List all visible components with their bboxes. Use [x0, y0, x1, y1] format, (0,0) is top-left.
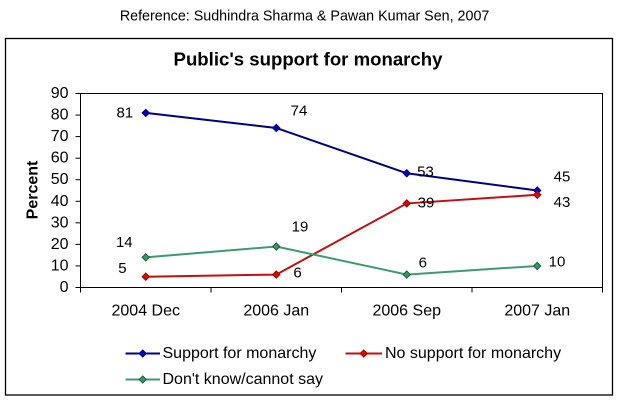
svg-text:Reference: Sudhindra Sharma &: Reference: Sudhindra Sharma & Pawan Kuma…	[120, 9, 490, 25]
svg-text:2006 Sep: 2006 Sep	[372, 303, 441, 320]
svg-text:20: 20	[51, 236, 69, 253]
svg-text:2007 Jan: 2007 Jan	[504, 303, 570, 320]
svg-text:60: 60	[51, 150, 69, 167]
svg-text:Public's support for monarchy: Public's support for monarchy	[174, 49, 444, 70]
svg-text:80: 80	[51, 107, 69, 124]
svg-text:45: 45	[554, 169, 571, 186]
svg-text:50: 50	[51, 171, 69, 188]
svg-text:Percent: Percent	[24, 160, 41, 219]
svg-text:19: 19	[292, 218, 309, 235]
svg-text:30: 30	[51, 214, 69, 231]
svg-text:0: 0	[60, 279, 69, 296]
svg-text:6: 6	[293, 264, 301, 281]
svg-text:70: 70	[51, 128, 69, 145]
svg-text:10: 10	[51, 257, 69, 274]
svg-text:81: 81	[116, 104, 133, 121]
svg-text:43: 43	[554, 194, 571, 211]
svg-text:39: 39	[418, 194, 435, 211]
svg-text:90: 90	[51, 85, 69, 102]
svg-text:No support for monarchy: No support for monarchy	[385, 345, 561, 362]
svg-text:5: 5	[118, 260, 126, 277]
svg-text:Don't know/cannot say: Don't know/cannot say	[163, 371, 323, 388]
svg-text:74: 74	[291, 103, 308, 120]
svg-text:2004 Dec: 2004 Dec	[112, 303, 181, 320]
svg-text:Support for monarchy: Support for monarchy	[163, 345, 317, 362]
svg-text:40: 40	[51, 193, 69, 210]
svg-text:53: 53	[417, 163, 434, 180]
svg-text:6: 6	[419, 254, 427, 271]
svg-text:14: 14	[116, 234, 133, 251]
svg-text:2006 Jan: 2006 Jan	[243, 303, 309, 320]
svg-text:10: 10	[549, 253, 566, 270]
